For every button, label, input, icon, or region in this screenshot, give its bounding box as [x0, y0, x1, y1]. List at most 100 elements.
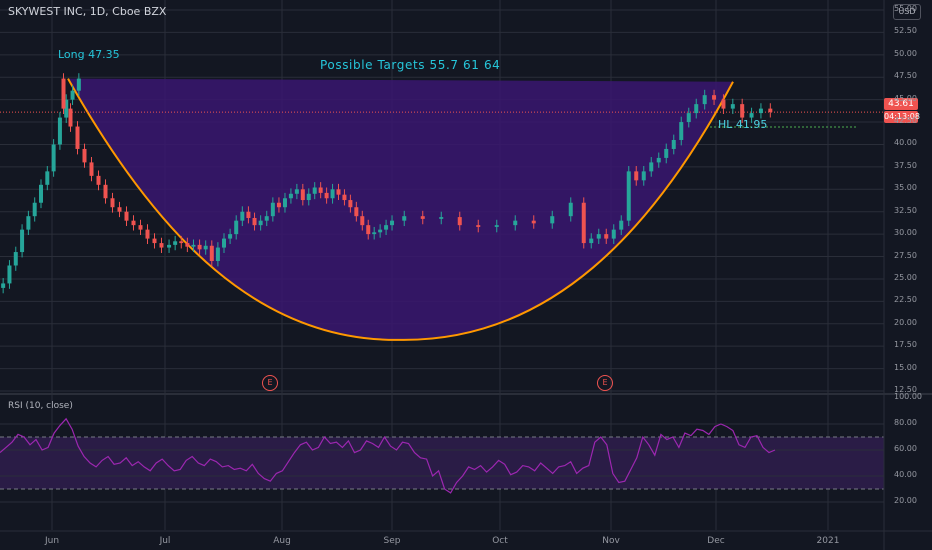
long-entry-label: Long 47.35	[58, 48, 120, 61]
candle-body	[215, 247, 220, 262]
candle-body	[354, 207, 359, 217]
candle-body	[768, 108, 773, 113]
candle-body	[270, 202, 275, 217]
candle-body	[82, 148, 87, 163]
candle-body	[324, 192, 329, 199]
candle-body	[721, 99, 726, 109]
candle-body	[730, 104, 735, 109]
symbol-title: SKYWEST INC, 1D, Cboe BZX	[8, 5, 167, 18]
price-tick-label: 27.50	[894, 250, 917, 260]
candle-body	[664, 148, 669, 158]
time-tick-label: Jun	[44, 536, 60, 546]
candle-body	[26, 216, 31, 230]
candle-body	[13, 252, 18, 266]
higher-low-label: HL 41.95	[718, 118, 768, 131]
price-tick-label: 45.00	[894, 93, 917, 103]
earnings-marker-2[interactable]: E	[597, 375, 613, 391]
candle-body	[252, 217, 257, 226]
candle-body	[234, 220, 239, 235]
candle-body	[550, 216, 555, 224]
rsi-panel	[0, 417, 776, 494]
time-tick-label: Nov	[602, 536, 620, 546]
candle-body	[179, 241, 184, 244]
candle-body	[240, 211, 245, 221]
candle-body	[494, 225, 499, 227]
candle-body	[348, 200, 353, 208]
price-tick-label: 40.00	[894, 138, 917, 148]
candle-body	[45, 171, 50, 185]
time-tick-label: 2021	[816, 536, 840, 546]
candle-body	[740, 104, 745, 118]
candle-body	[197, 244, 202, 250]
candle-body	[222, 238, 226, 248]
candle-body	[476, 225, 481, 227]
candle-body	[402, 216, 407, 221]
candle-body	[390, 220, 395, 226]
candle-body	[360, 216, 365, 226]
candle-body	[679, 122, 684, 140]
candle-body	[138, 225, 143, 230]
candle-body	[306, 193, 311, 201]
candle-body	[513, 220, 518, 226]
currency-button[interactable]: USD	[893, 4, 921, 20]
candle-body	[89, 162, 94, 176]
candle-body	[702, 95, 707, 105]
candle-body	[124, 211, 129, 221]
candle-body	[749, 113, 754, 118]
time-tick-label: Oct	[492, 536, 508, 546]
rsi-title: RSI (10, close)	[8, 401, 73, 411]
candle-body	[619, 220, 624, 230]
candle-body	[686, 113, 691, 123]
cup-fill	[68, 78, 733, 340]
candle-body	[656, 157, 661, 163]
candle-body	[626, 171, 631, 221]
candle-body	[531, 220, 536, 224]
candle-body	[336, 189, 341, 195]
time-tick-label: Sep	[383, 536, 401, 546]
candle-body	[671, 139, 676, 149]
price-tick-label: 15.00	[894, 362, 917, 372]
time-tick-label: Jul	[159, 536, 171, 546]
earnings-marker-1[interactable]: E	[262, 375, 278, 391]
candle-body	[581, 202, 586, 244]
cup-curve	[67, 78, 734, 341]
candle-body	[378, 229, 383, 233]
candle-body	[330, 189, 335, 199]
candle-body	[384, 225, 389, 230]
candle-body	[258, 220, 263, 226]
candle-body	[20, 229, 25, 253]
candle-body	[649, 162, 654, 172]
candle-body	[641, 171, 646, 181]
candle-body	[32, 202, 37, 217]
candle-body	[173, 241, 178, 245]
candle-body	[342, 194, 347, 201]
candle-body	[131, 220, 136, 226]
price-tick-label: 20.00	[894, 317, 917, 327]
candle-body	[589, 238, 594, 244]
candle-body	[372, 232, 377, 235]
candle-body	[96, 175, 101, 185]
rsi-tick-label: 100.00	[894, 392, 922, 401]
price-tick-label: 30.00	[894, 228, 917, 238]
rsi-tick-label: 40.00	[894, 470, 917, 479]
candle-body	[152, 238, 157, 244]
candle-body	[420, 216, 425, 219]
candle-body	[185, 243, 190, 247]
price-tick-label: 25.00	[894, 272, 917, 282]
candle-body	[68, 108, 73, 127]
candle-body	[712, 95, 717, 100]
candle-body	[145, 229, 150, 239]
rsi-tick-label: 80.00	[894, 418, 917, 427]
candle-body	[75, 126, 80, 149]
candle-body	[604, 234, 609, 239]
candle-body	[51, 144, 56, 172]
candle-body	[103, 184, 108, 199]
candle-body	[634, 171, 639, 181]
price-tick-label: 22.50	[894, 295, 917, 305]
countdown-tag: 04:13:08	[884, 111, 920, 123]
rsi-tick-label: 20.00	[894, 496, 917, 505]
candle-body	[7, 265, 12, 284]
time-tick-label: Aug	[273, 536, 291, 546]
